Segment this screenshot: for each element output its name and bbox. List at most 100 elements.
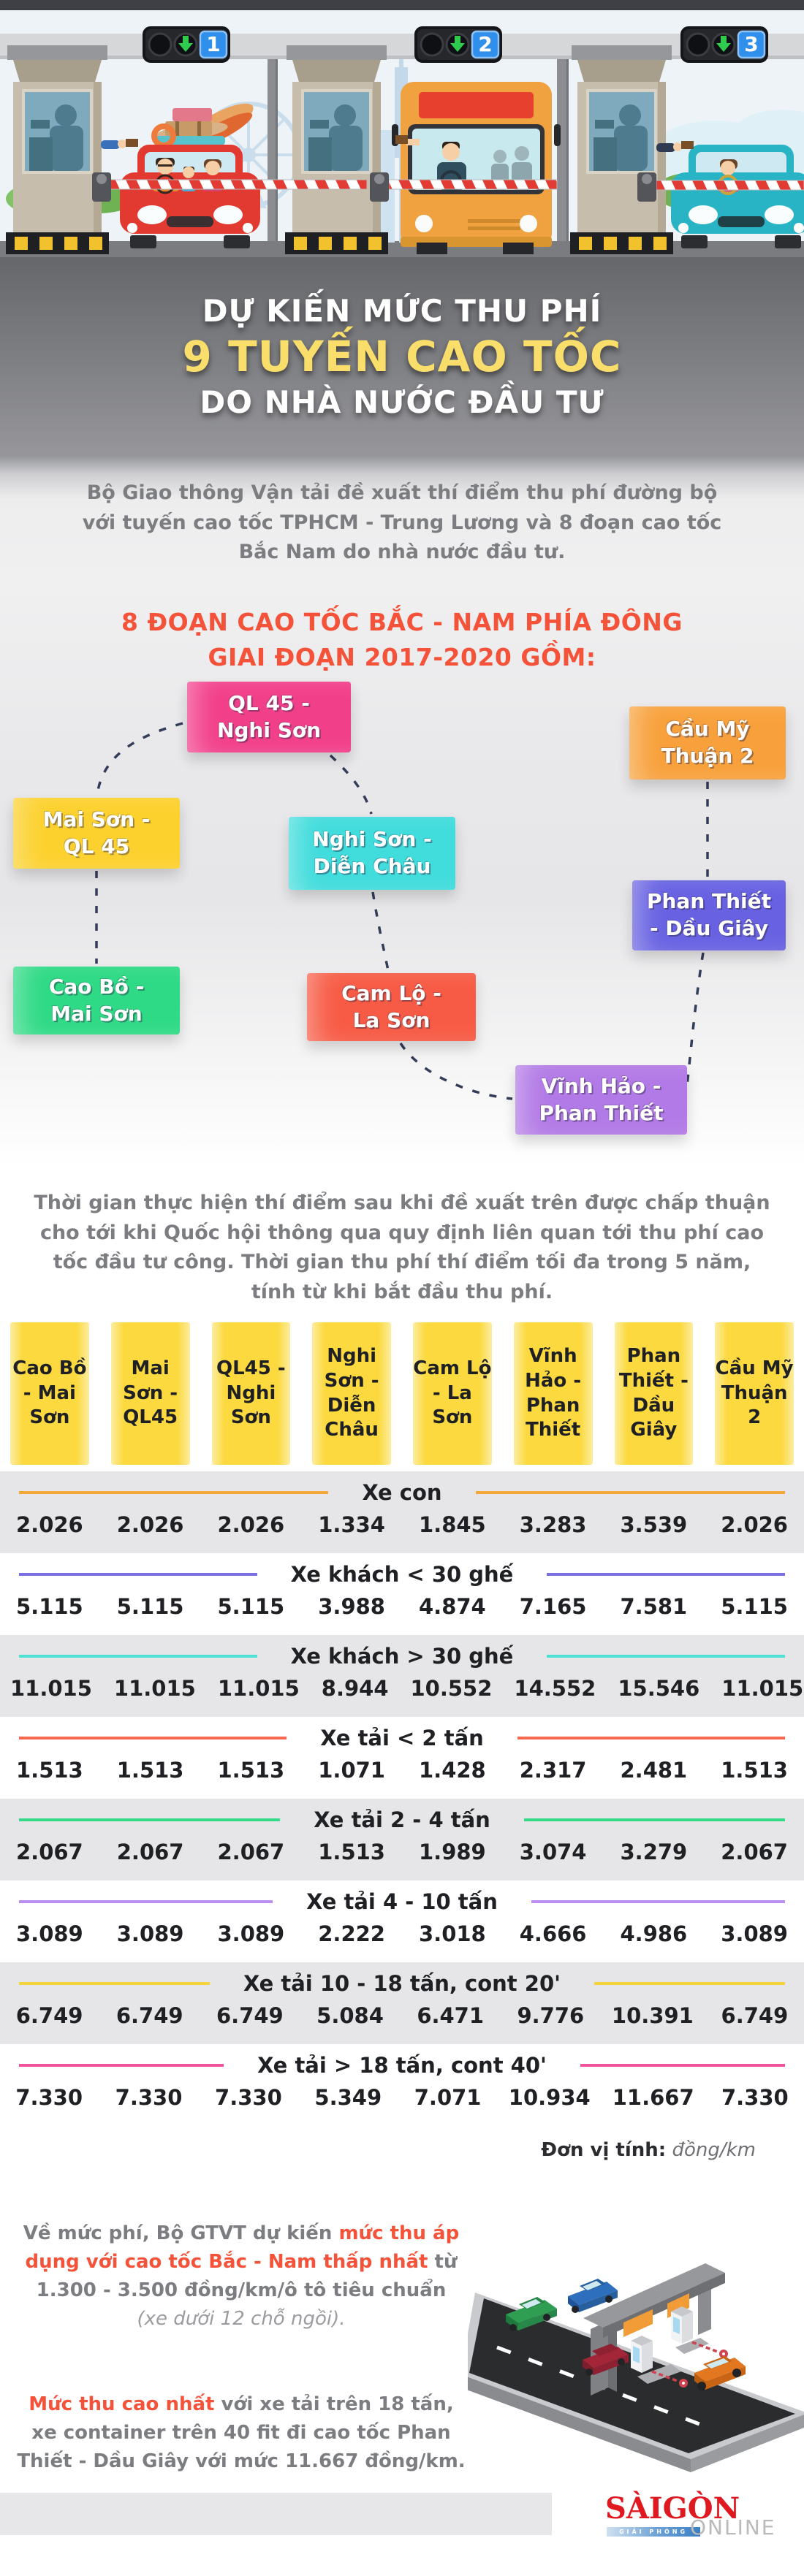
barrier-arm <box>370 172 558 202</box>
row-values: 2.067 2.067 2.067 1.513 1.989 3.074 3.279 2.067 <box>16 1840 788 1864</box>
unit-label: Đơn vị tính: <box>541 2139 667 2161</box>
fee-table-header: Cao Bồ - Mai Sơn Mai Sơn - QL45 QL45 - N… <box>0 1322 804 1465</box>
column-header: Cam Lộ - La Sơn <box>413 1322 492 1465</box>
lane-number-2: 2 <box>478 32 492 56</box>
row-label: Xe tải 4 - 10 tấn <box>306 1889 498 1914</box>
iso-red-car <box>583 2344 629 2376</box>
section-heading-line2: GIAI ĐOẠN 2017-2020 GỒM: <box>208 642 596 671</box>
unit-value: đồng/km <box>666 2139 756 2161</box>
route-node-label: QL 45 <box>63 834 130 858</box>
row-label: Xe khách < 30 ghế <box>290 1562 514 1587</box>
section-heading: 8 ĐOẠN CAO TỐC BẮC - NAM PHÍA ĐÔNG GIAI … <box>0 605 804 675</box>
route-node-label: Phan Thiết <box>539 1100 664 1125</box>
column-header: Cao Bồ - Mai Sơn <box>10 1322 89 1465</box>
footer-paragraph-2: Mức thu cao nhất với xe tải trên 18 tấn,… <box>13 2390 469 2476</box>
footer-text: Về mức phí, Bộ GTVT dự kiến <box>23 2222 339 2244</box>
top-bar <box>0 0 804 10</box>
route-node-label: La Sơn <box>352 1007 431 1032</box>
iso-booth <box>671 2306 693 2344</box>
intro-paragraph: Bộ Giao thông Vận tải đề xuất thí điểm t… <box>82 481 722 563</box>
route-node-cao-bo-mai-son: Cao Bồ - Mai Sơn <box>13 967 180 1034</box>
column-header: QL45 - Nghi Sơn <box>211 1322 291 1465</box>
fee-row-xe-tai-duoi-2: Xe tải < 2 tấn 1.513 1.513 1.513 1.071 1.428… <box>0 1717 804 1799</box>
iso-blue-truck <box>568 2279 618 2313</box>
column-header: Mai Sơn - QL45 <box>110 1322 190 1465</box>
fee-table: Cao Bồ - Mai Sơn Mai Sơn - QL45 QL45 - N… <box>0 1315 804 2184</box>
footer-highlight: Mức thu cao nhất <box>29 2393 215 2415</box>
ticket-hand <box>101 139 138 149</box>
note-section: Thời gian thực hiện thí điểm sau khi đề … <box>0 1169 804 1315</box>
toll-booth-1 <box>4 44 110 256</box>
footer-section: Về mức phí, Bộ GTVT dự kiến mức thu áp d… <box>0 2184 804 2576</box>
row-values: 5.115 5.115 5.115 3.988 4.874 7.165 7.581 5.115 <box>16 1594 788 1619</box>
toll-booth-2 <box>284 44 390 256</box>
teal-car <box>671 145 804 248</box>
bus <box>392 82 561 254</box>
logo-subtitle: GIẢI PHÓNG <box>618 2529 689 2535</box>
iso-orange-suv <box>694 2356 746 2390</box>
route-node-label: Mai Sơn <box>50 1001 143 1026</box>
column-header: Vĩnh Hảo - Phan Thiết <box>513 1322 593 1465</box>
unit-note: Đơn vị tính: đồng/km <box>0 2139 804 2161</box>
logo-blue-bar: GIẢI PHÓNG <box>607 2527 700 2537</box>
row-label: Xe tải 10 - 18 tấn, cont 20' <box>243 1971 561 1996</box>
iso-green-truck <box>506 2297 557 2331</box>
saigon-giai-phong-logo: SÀIGÒN GIẢI PHÓNG ONLINE <box>605 2491 774 2540</box>
route-node-label: Mai Sơn - <box>42 807 151 831</box>
footer-highlight: mức thu áp dụng với cao tốc Bắc - Nam th… <box>25 2222 460 2273</box>
route-node-cau-my-thuan-2: Cầu Mỹ Thuận 2 <box>629 706 786 780</box>
route-node-phan-thiet-dau-giay: Phan Thiết - Dầu Giây <box>632 880 786 950</box>
fee-row-xe-khach-tren-30: Xe khách > 30 ghế 11.015 11.015 11.015 8.94… <box>0 1635 804 1717</box>
note-paragraph: Thời gian thực hiện thí điểm sau khi đề … <box>34 1192 770 1303</box>
section-heading-line1: 8 ĐOẠN CAO TỐC BẮC - NAM PHÍA ĐÔNG <box>121 608 683 636</box>
barrier-arm <box>637 172 804 202</box>
barrier-arm <box>92 172 368 202</box>
row-values: 3.089 3.089 3.089 2.222 3.018 4.666 4.986 3.089 <box>16 1921 788 1946</box>
route-node-label: Diễn Châu <box>313 854 431 878</box>
toll-booth-illustration: 1 2 3 <box>0 0 804 257</box>
logo-online-text: ONLINE <box>690 2515 776 2539</box>
row-values: 1.513 1.513 1.513 1.071 1.428 2.317 2.481 1.513 <box>16 1758 788 1783</box>
route-node-label: Thuận 2 <box>661 744 754 768</box>
iso-booth <box>631 2336 653 2373</box>
column-header: Cầu Mỹ Thuận 2 <box>715 1322 794 1465</box>
row-label: Xe tải > 18 tấn, cont 40' <box>257 2053 547 2078</box>
row-label: Xe tải 2 - 4 tấn <box>314 1807 490 1832</box>
route-node-label: Cầu Mỹ <box>665 717 750 742</box>
route-node-label: Phan Thiết <box>646 889 772 914</box>
route-node-ql45-nghi-son: QL 45 - Nghi Sơn <box>187 682 351 752</box>
row-values: 11.015 11.015 11.015 8.944 10.552 14.552 15.54… <box>10 1676 804 1701</box>
route-node-cam-lo-la-son: Cam Lộ - La Sơn <box>307 973 476 1041</box>
fee-row-xe-con: Xe con 2.026 2.026 2.026 1.334 1.845 3.283 3.5… <box>0 1471 804 1553</box>
footer-italic-note: (xe dưới 12 chỗ ngồi). <box>137 2308 346 2330</box>
toll-plaza-illustration <box>468 2263 804 2472</box>
route-node-mai-son-ql45: Mai Sơn - QL 45 <box>13 798 180 869</box>
route-node-label: - Dầu Giây <box>649 916 769 940</box>
route-node-label: Nghi Sơn <box>216 717 322 742</box>
footer-gray-band <box>0 2493 552 2535</box>
lane-pole <box>557 59 569 241</box>
fee-row-xe-tai-2-4: Xe tải 2 - 4 tấn 2.067 2.067 2.067 1.513 1.9… <box>0 1799 804 1880</box>
row-label: Xe khách > 30 ghế <box>290 1644 514 1669</box>
fee-row-xe-tai-10-18: Xe tải 10 - 18 tấn, cont 20' 6.749 6.749 6… <box>0 1962 804 2044</box>
lane-number-3: 3 <box>744 32 758 56</box>
route-node-label: Cam Lộ - <box>341 980 441 1005</box>
route-node-vinh-hao-phan-thiet: Vĩnh Hảo - Phan Thiết <box>515 1065 687 1135</box>
route-node-label: QL 45 - <box>228 690 310 715</box>
title-band: DỰ KIẾN MỨC THU PHÍ 9 TUYẾN CAO TỐC DO N… <box>0 257 804 457</box>
row-label: Xe tải < 2 tấn <box>320 1726 484 1750</box>
row-values: 6.749 6.749 6.749 5.084 6.471 9.776 10.391 6.74… <box>15 2003 789 2028</box>
column-header: Phan Thiết - Dầu Giây <box>614 1322 694 1465</box>
footer-paragraph-1: Về mức phí, Bộ GTVT dự kiến mức thu áp d… <box>13 2219 469 2333</box>
mid-section: Bộ Giao thông Vận tải đề xuất thí điểm t… <box>0 457 804 1169</box>
page-title-line1: DỰ KIẾN MỨC THU PHÍ <box>202 292 602 329</box>
logo-name: SÀIGÒN <box>605 2491 740 2526</box>
footer-text: từ 1.300 - 3.500 đồng/km/ô tô tiêu chuẩn <box>36 2251 458 2301</box>
route-node-label: Nghi Sơn - <box>312 827 432 852</box>
fee-row-xe-tai-4-10: Xe tải 4 - 10 tấn 3.089 3.089 3.089 2.222 3.… <box>0 1880 804 1962</box>
row-label: Xe con <box>362 1480 442 1505</box>
footer-text: với xe tải trên 18 tấn, xe container trê… <box>17 2393 466 2472</box>
row-values: 2.026 2.026 2.026 1.334 1.845 3.283 3.539 2.026 <box>16 1512 788 1537</box>
column-header: Nghi Sơn - Diễn Châu <box>312 1322 391 1465</box>
